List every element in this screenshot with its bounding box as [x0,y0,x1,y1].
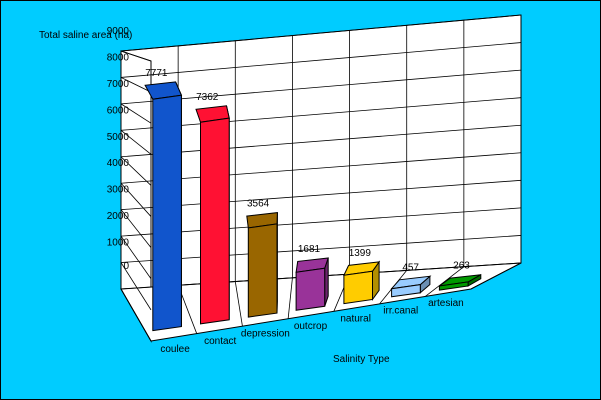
y-tick-label: 0 [123,261,129,272]
chart-bars [144,81,482,332]
x-tick-label: irr.canal [383,306,418,317]
bar-depression [246,212,278,318]
gridline [470,262,522,290]
bar-front [200,117,230,325]
data-label: 7362 [196,92,219,103]
gridline [120,156,152,186]
y-axis-title: Total saline area (ha) [39,30,132,41]
data-label: 457 [402,262,419,273]
gridline [120,42,522,78]
gridline [120,69,522,105]
gridline [120,103,152,124]
data-label: 1681 [298,244,321,255]
gridline [120,50,152,62]
gridline [120,262,152,311]
gridline [120,207,522,237]
gridline [120,130,152,155]
data-label: 7771 [145,68,168,79]
y-tick-label: 7000 [107,79,130,90]
bar-contact [195,105,230,325]
y-tick-label: 2000 [107,211,130,222]
gridline [120,124,522,158]
bar-front [391,284,421,298]
gridline [120,152,522,184]
bar-front [152,94,182,332]
y-tick-label: 8000 [107,52,130,63]
gridline [120,209,152,248]
gridline [120,14,522,52]
x-tick-label: natural [340,313,371,324]
gridline [120,179,522,211]
bar-front [247,223,278,318]
gridline [425,266,465,297]
gridline [120,235,522,263]
bar-irr.canal [390,275,432,298]
y-tick-label: 6000 [107,105,130,116]
y-tick-label: 1000 [107,238,130,249]
x-tick-label: artesian [428,298,464,309]
bar-front [438,281,469,291]
y-tick-label: 5000 [107,132,130,143]
x-tick-label: outcrop [294,321,328,332]
y-tick-label: 4000 [107,158,130,169]
bar-natural [343,260,381,305]
gridline [120,182,152,217]
gridline [287,277,293,319]
bar-outcrop [295,257,329,311]
x-axis-title: Salinity Type [333,354,390,365]
gridline [120,77,152,93]
gridline [120,97,522,131]
chart-labels: 0 1000 2000 3000 4000 5000 6000 7000 8000 9000 777… [107,26,471,355]
y-tick-label: 3000 [107,185,130,196]
y-tick-label: 9000 [107,26,130,37]
gridline [234,281,243,327]
bar-front [295,267,326,311]
bar-artesian [438,273,482,291]
chart-gridlines [120,14,522,342]
data-label: 263 [453,261,470,272]
x-tick-label: depression [241,329,290,340]
bar-coulee [144,81,183,332]
x-tick-label: contact [204,336,236,347]
x-tick-label: coulee [160,344,190,355]
data-label: 1399 [349,248,372,259]
bar-front [343,270,373,305]
data-label: 3564 [247,199,270,210]
gridline [120,235,152,280]
gridline [120,288,152,342]
